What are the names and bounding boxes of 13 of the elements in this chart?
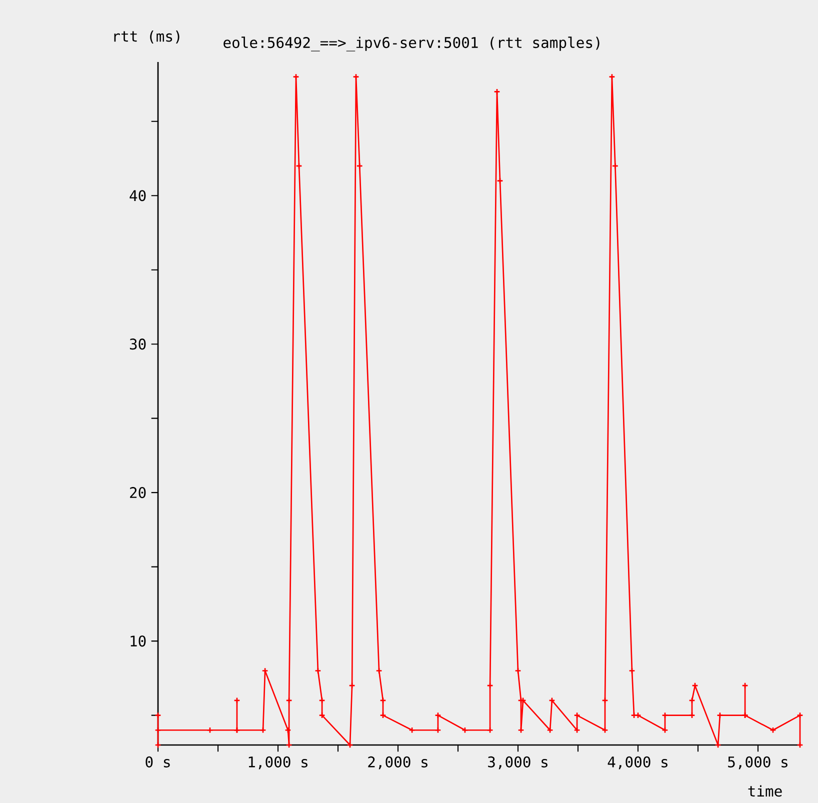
y-tick-label: 40 bbox=[130, 190, 146, 202]
chart-title: eole:56492_==>_ipv6-serv:5001 (rtt samples) bbox=[224, 36, 600, 52]
x-axis-title: time bbox=[748, 785, 782, 797]
x-tick-label: 5,000 s bbox=[728, 756, 788, 770]
y-tick-label: 30 bbox=[130, 338, 146, 350]
x-tick-label: 3,000 s bbox=[488, 756, 548, 770]
x-tick-label: 2,000 s bbox=[368, 756, 428, 770]
y-tick-label: 10 bbox=[130, 636, 146, 647]
x-tick-label: 4,000 s bbox=[608, 756, 668, 770]
y-axis-title: rtt (ms) bbox=[114, 30, 180, 44]
x-tick-label: 0 s bbox=[146, 756, 170, 768]
y-tick-label: 20 bbox=[130, 487, 146, 498]
x-tick-label: 1,000 s bbox=[248, 756, 308, 770]
